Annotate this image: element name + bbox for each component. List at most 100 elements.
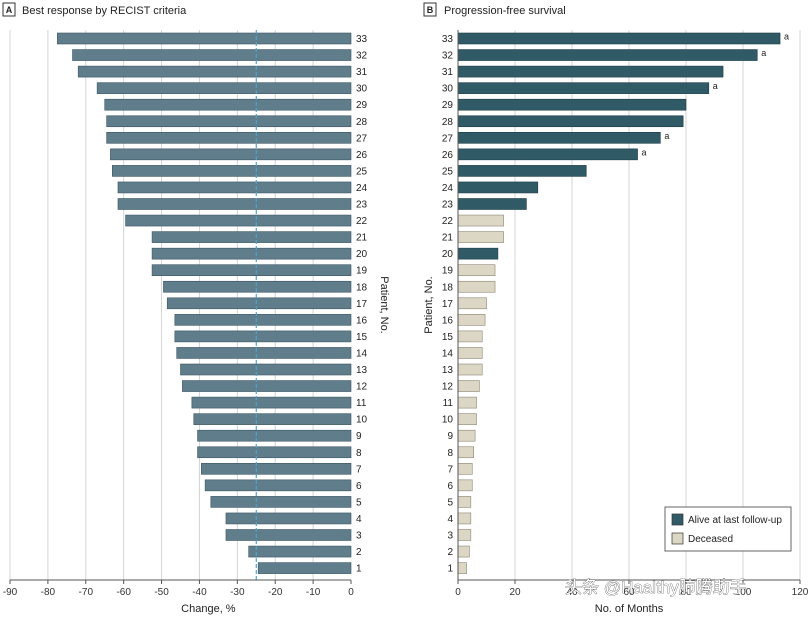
bar-patient-23 [117, 198, 352, 210]
bar-patient-19 [457, 264, 496, 277]
x-tick-label: -70 [79, 587, 94, 598]
panel-a-letter: A [6, 5, 13, 15]
panel-b-letter-box [423, 2, 437, 17]
patient-label: 22 [356, 216, 368, 227]
bar-patient-4 [225, 512, 352, 525]
x-tick-label: 120 [792, 587, 809, 598]
patient-label: 16 [442, 315, 454, 326]
patient-label: 32 [356, 51, 368, 62]
bar-patient-8 [197, 446, 352, 459]
legend-swatch-alive [671, 513, 684, 526]
bar-patient-14 [176, 347, 352, 359]
bar-patient-33 [457, 32, 781, 45]
bar-patient-31 [77, 65, 352, 78]
bar-patient-3 [457, 529, 472, 541]
patient-label: 13 [442, 365, 454, 376]
patient-label: 2 [447, 547, 453, 558]
panel-a-x-axis-title: Change, % [181, 603, 236, 615]
x-tick-label: -60 [116, 587, 131, 598]
patient-label: 15 [442, 332, 454, 343]
panel-a-patient-labels: 3332313029282726252423222120191817161514… [356, 34, 368, 575]
legend-label-alive: Alive at last follow-up [688, 515, 782, 526]
x-tick-label: 60 [623, 587, 635, 598]
annotation-marker: a [784, 32, 789, 42]
x-tick-label: -90 [3, 587, 18, 598]
patient-label: 27 [442, 133, 454, 144]
bar-patient-6 [457, 479, 473, 492]
patient-label: 18 [442, 282, 454, 293]
x-tick-label: -80 [41, 587, 56, 598]
legend-label-deceased: Deceased [688, 534, 733, 545]
patient-label: 23 [356, 200, 368, 211]
patient-label: 19 [442, 266, 454, 277]
bar-patient-16 [174, 314, 352, 326]
bar-patient-21 [151, 231, 352, 243]
bar-patient-17 [166, 297, 352, 310]
patient-label: 11 [356, 398, 367, 409]
patient-label: 5 [356, 497, 362, 508]
patient-label: 10 [442, 415, 454, 426]
patient-label: 5 [447, 497, 453, 508]
bar-patient-25 [457, 165, 587, 177]
patient-label: 16 [356, 315, 368, 326]
bar-patient-9 [197, 429, 352, 442]
bar-patient-12 [182, 380, 352, 392]
panel-a-header: A Best response by RECIST criteria [2, 2, 187, 17]
x-tick-label: 80 [680, 587, 692, 598]
panel-b-legend: Alive at last follow-up Deceased [664, 506, 792, 552]
patient-label: 9 [356, 431, 362, 442]
x-tick-label: -50 [154, 587, 169, 598]
x-tick-label: 100 [735, 587, 752, 598]
patient-label: 1 [447, 564, 453, 575]
patient-label: 33 [356, 34, 368, 45]
patient-label: 17 [442, 299, 454, 310]
bar-patient-21 [457, 231, 504, 243]
patient-label: 21 [442, 233, 454, 244]
patient-label: 13 [356, 365, 368, 376]
bar-patient-6 [204, 479, 352, 492]
patient-label: 10 [356, 415, 368, 426]
bar-patient-18 [457, 280, 496, 293]
x-tick-label: -10 [306, 587, 321, 598]
patient-label: 28 [442, 117, 454, 128]
bar-patient-30 [457, 82, 710, 94]
bar-patient-13 [457, 363, 483, 376]
bar-patient-26 [110, 148, 352, 161]
bar-patient-11 [457, 396, 477, 409]
patient-label: 30 [442, 84, 454, 95]
patient-label: 2 [356, 547, 362, 558]
bar-patient-29 [104, 98, 352, 111]
bar-patient-29 [457, 98, 687, 111]
x-tick-label: 20 [509, 587, 521, 598]
patient-label: 1 [356, 564, 362, 575]
bar-patient-11 [191, 396, 352, 409]
bar-patient-22 [125, 214, 352, 227]
panel-b-title: Progression-free survival [444, 5, 566, 17]
patient-label: 24 [442, 183, 454, 194]
patient-label: 6 [447, 481, 453, 492]
bar-patient-27 [457, 132, 661, 144]
panel-a-letter-box [2, 2, 16, 17]
patient-label: 14 [442, 348, 454, 359]
bar-patient-5 [457, 496, 472, 508]
panel-a-bars [57, 32, 352, 574]
bar-patient-1 [457, 562, 467, 574]
patient-label: 14 [356, 348, 368, 359]
patient-label: 24 [356, 183, 368, 194]
panel-a-x-ticks: -90 -80 -70 -60 -50 -40 -30 -20 -10 0 [3, 580, 354, 598]
patient-label: 12 [442, 382, 454, 393]
patient-label: 25 [442, 166, 454, 177]
patient-label: 11 [443, 398, 454, 409]
bar-patient-10 [193, 413, 352, 425]
patient-label: 30 [356, 84, 368, 95]
bar-patient-22 [457, 214, 504, 227]
x-tick-label: 40 [566, 587, 578, 598]
bar-patient-20 [151, 247, 352, 260]
bar-patient-17 [457, 297, 487, 310]
panel-b-header: B Progression-free survival [423, 2, 566, 17]
bar-patient-5 [210, 496, 352, 508]
patient-label: 31 [356, 67, 368, 78]
patient-label: 8 [447, 448, 453, 459]
patient-label: 3 [447, 531, 453, 542]
